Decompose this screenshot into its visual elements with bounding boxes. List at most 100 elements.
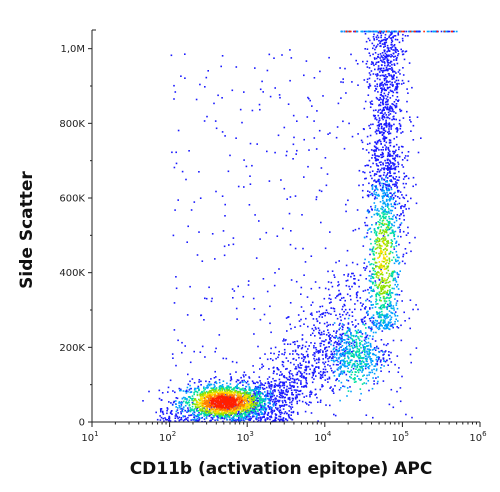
data-point — [374, 58, 376, 60]
data-point — [447, 30, 449, 33]
data-point — [350, 342, 353, 345]
data-point — [395, 217, 398, 220]
data-point — [256, 412, 258, 415]
data-point — [253, 408, 256, 411]
data-point — [364, 343, 366, 345]
data-point — [387, 99, 389, 101]
data-point — [324, 287, 327, 290]
data-point — [208, 286, 210, 289]
data-point — [382, 297, 385, 299]
data-point — [293, 379, 296, 382]
data-point — [388, 286, 391, 288]
data-point — [270, 396, 273, 398]
data-point — [395, 318, 397, 321]
data-point — [297, 413, 299, 415]
data-point — [222, 357, 225, 360]
data-point — [298, 390, 300, 392]
data-point — [396, 154, 399, 156]
data-point — [258, 396, 260, 399]
data-point — [372, 263, 375, 266]
data-point — [378, 358, 380, 361]
data-point — [379, 175, 382, 178]
data-point — [244, 393, 246, 395]
data-point — [384, 248, 386, 250]
data-point — [358, 354, 360, 356]
data-point — [319, 399, 322, 402]
data-point — [261, 405, 264, 407]
data-point — [252, 411, 255, 414]
data-point — [371, 338, 374, 340]
data-point — [258, 412, 260, 415]
data-point — [191, 398, 193, 400]
data-point — [353, 278, 355, 280]
data-point — [248, 377, 251, 379]
data-point — [155, 411, 157, 414]
data-point — [344, 308, 347, 311]
data-point — [380, 207, 382, 210]
data-point — [351, 321, 353, 323]
data-point — [380, 273, 383, 275]
data-point — [380, 60, 383, 62]
data-point — [270, 415, 272, 417]
data-point — [379, 112, 382, 114]
data-point — [385, 211, 388, 213]
data-point — [379, 182, 381, 184]
data-point — [328, 376, 331, 379]
data-point — [396, 155, 399, 158]
data-point — [266, 69, 269, 72]
data-point — [365, 177, 367, 180]
data-point — [388, 208, 390, 210]
data-point — [365, 306, 367, 308]
data-point — [198, 398, 200, 401]
data-point — [382, 108, 385, 110]
data-point — [378, 180, 381, 183]
data-point — [379, 68, 382, 70]
data-point — [189, 384, 191, 387]
data-point — [380, 304, 383, 307]
data-point — [401, 131, 404, 133]
data-point — [252, 394, 254, 397]
data-point — [308, 401, 311, 403]
data-point — [300, 293, 302, 295]
data-point — [411, 86, 413, 89]
data-point — [340, 341, 342, 344]
data-point — [280, 389, 283, 391]
data-point — [206, 385, 208, 387]
data-point — [318, 357, 320, 359]
data-point — [295, 359, 297, 361]
data-point — [395, 118, 397, 121]
data-point — [381, 273, 384, 276]
data-point — [215, 380, 217, 383]
data-point — [392, 49, 394, 51]
data-point — [343, 324, 345, 326]
data-point — [397, 163, 400, 165]
data-point — [270, 386, 273, 388]
data-point — [394, 323, 396, 325]
data-point — [236, 379, 239, 381]
data-point — [378, 314, 381, 316]
data-point — [203, 415, 205, 417]
data-point — [387, 241, 389, 243]
data-point — [367, 310, 369, 313]
data-point — [311, 376, 313, 379]
data-point — [386, 83, 388, 86]
data-point — [319, 313, 322, 316]
data-point — [168, 401, 170, 403]
data-point — [402, 211, 404, 214]
data-point — [372, 416, 374, 419]
data-point — [387, 354, 390, 356]
data-point — [346, 345, 348, 348]
data-point — [385, 279, 387, 282]
data-point — [347, 367, 349, 370]
data-point — [378, 117, 381, 119]
data-point — [405, 413, 407, 416]
data-point — [387, 229, 389, 231]
data-point — [321, 316, 323, 318]
data-point — [386, 284, 388, 287]
data-point — [396, 85, 399, 88]
data-point — [384, 223, 386, 225]
data-point — [377, 240, 379, 243]
data-point — [304, 345, 307, 348]
data-point — [344, 67, 346, 70]
data-point — [385, 89, 387, 92]
